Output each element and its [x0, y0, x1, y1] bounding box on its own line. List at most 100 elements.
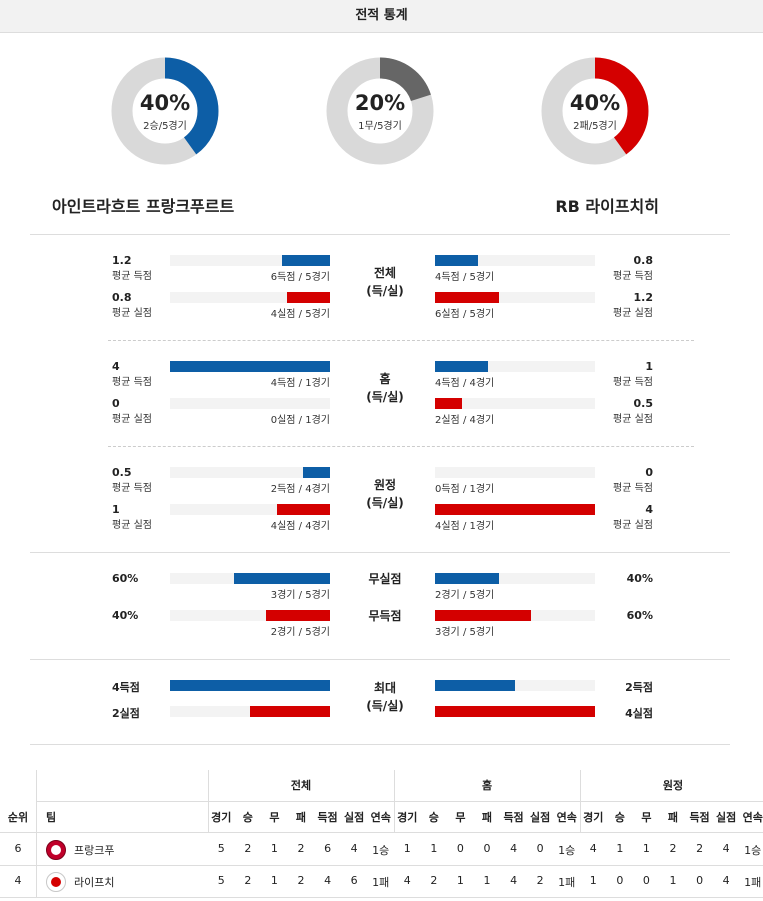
home-stat-track	[170, 610, 330, 621]
table-cell: 4	[510, 874, 518, 887]
table-cell: 2	[244, 842, 252, 855]
away-stat-value: 0.8	[633, 254, 654, 267]
table-cell: 5	[217, 874, 225, 887]
away-stat-track	[435, 361, 595, 372]
table-group-header: 원정	[662, 779, 684, 792]
table-cell: 1	[456, 874, 464, 887]
table-column-header: 실점	[530, 811, 551, 824]
away-stat-bar	[435, 361, 488, 372]
bull-glyph	[51, 877, 61, 887]
away-stat-value: 4실점	[625, 707, 653, 720]
section-title-line2: (득/실)	[366, 496, 404, 510]
table-cell: 4	[722, 874, 730, 887]
table-cell: 1	[270, 842, 278, 855]
home-stat-value: 40%	[112, 609, 139, 622]
table-cell: 1패	[558, 876, 576, 889]
section-divider	[30, 234, 730, 235]
team-link[interactable]: 라이프치	[74, 876, 115, 889]
donut-chart: 20% 1무/5경기	[326, 57, 434, 165]
table-column-header: 무	[269, 811, 280, 824]
away-stat-label: 평균 득점	[613, 271, 653, 282]
table-cell: 1	[642, 842, 650, 855]
donut-subtitle: 2승/5경기	[143, 121, 187, 132]
away-stat-value: 0	[645, 466, 653, 479]
table-column-header: 실점	[716, 811, 737, 824]
home-stat-bar	[282, 255, 330, 266]
home-stat-value: 0.5	[112, 466, 132, 479]
away-stat-track	[435, 255, 595, 266]
home-stat-value: 2실점	[112, 707, 140, 720]
page-title: 전적 통계	[355, 8, 408, 23]
donut-chart: 40% 2승/5경기	[111, 57, 219, 165]
table-cell: 4	[510, 842, 518, 855]
table-cell: 6	[324, 842, 332, 855]
table-column-divider	[394, 770, 395, 832]
table-column-divider	[208, 770, 209, 832]
section-title: 무실점 무득점	[340, 570, 430, 625]
away-stat-track	[435, 292, 595, 303]
table-column-header: 경기	[397, 811, 418, 824]
home-stat-track	[170, 255, 330, 266]
away-stat-label: 평균 실점	[613, 308, 653, 319]
away-team-name: RB 라이프치히	[555, 197, 659, 216]
table-cell: 2	[669, 842, 677, 855]
home-stat-track	[170, 398, 330, 409]
away-stat-track	[435, 467, 595, 478]
away-stat-bar	[435, 292, 499, 303]
away-stat-bar	[435, 610, 531, 621]
donut-chart: 40% 2패/5경기	[541, 57, 649, 165]
donut-percent: 40%	[139, 91, 191, 115]
away-stat-value: 60%	[626, 609, 653, 622]
home-stat-label: 평균 실점	[112, 414, 152, 425]
away-stat-caption: 4득점 / 4경기	[435, 378, 495, 389]
away-stat-bar	[435, 504, 595, 515]
home-team-name: 아인트라흐트 프랑크푸르트	[52, 197, 235, 216]
home-stat-value: 0.8	[112, 291, 132, 304]
home-stat-caption: 4실점 / 4경기	[270, 521, 330, 532]
page-header: 전적 통계	[0, 0, 763, 33]
home-stat-label: 평균 실점	[112, 520, 152, 531]
section-title-line1: 원정	[373, 478, 397, 492]
away-stat-track	[435, 573, 595, 584]
home-stat-value: 0	[112, 397, 120, 410]
home-stat-track	[170, 361, 330, 372]
home-stat-label: 평균 득점	[112, 377, 152, 388]
section-title-line1: 무실점	[368, 572, 402, 586]
section-divider	[30, 552, 730, 553]
table-column-header: 패	[667, 811, 679, 824]
away-stat-caption: 2실점 / 4경기	[435, 415, 495, 426]
away-stat-caption: 6실점 / 5경기	[435, 309, 495, 320]
table-rank: 4	[14, 874, 22, 887]
table-column-header: 패	[295, 811, 307, 824]
section-divider	[30, 744, 730, 745]
table-cell: 1승	[744, 844, 762, 857]
section-title-line1: 전체	[373, 266, 397, 280]
home-stat-caption: 4실점 / 5경기	[270, 309, 330, 320]
away-stat-track	[435, 706, 595, 717]
away-stat-value: 0.5	[633, 397, 654, 410]
section-divider	[108, 340, 694, 341]
table-cell: 4	[324, 874, 332, 887]
table-cell: 2	[696, 842, 704, 855]
away-stat-value: 1.2	[633, 291, 654, 304]
table-column-divider	[36, 770, 37, 897]
table-column-header: 경기	[583, 811, 604, 824]
section-title: 홈 (득/실)	[340, 370, 430, 406]
away-stat-caption: 4실점 / 1경기	[435, 521, 495, 532]
home-stat-track	[170, 706, 330, 717]
away-stat-value: 2득점	[625, 681, 653, 694]
home-stat-bar	[266, 610, 330, 621]
home-stat-bar	[250, 706, 330, 717]
table-cell: 2	[297, 874, 305, 887]
away-stat-bar	[435, 680, 515, 691]
eagle-glyph	[51, 845, 61, 855]
team-link[interactable]: 프랑크푸	[74, 844, 115, 857]
table-column-header: 무	[641, 811, 652, 824]
table-group-header: 홈	[481, 779, 493, 792]
away-stat-caption: 0득점 / 1경기	[435, 484, 495, 495]
away-stat-bar	[435, 706, 595, 717]
table-column-header: 경기	[211, 811, 232, 824]
section-title-line1: 홈	[379, 372, 391, 386]
away-stat-bar	[435, 573, 499, 584]
away-stat-value: 4	[645, 503, 653, 516]
